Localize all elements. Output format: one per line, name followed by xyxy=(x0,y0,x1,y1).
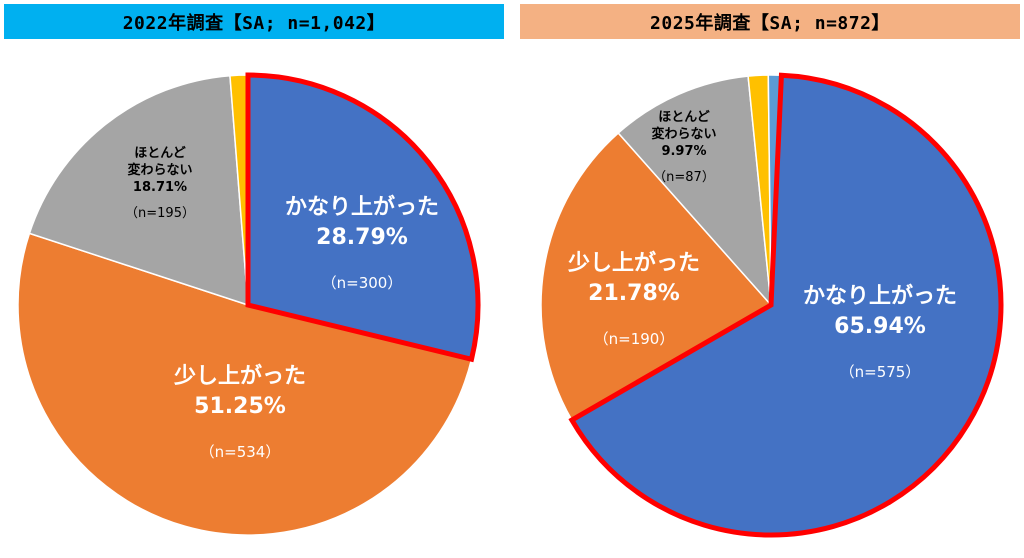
slice-label-2025-0-n: （n=575） xyxy=(840,363,921,381)
slice-label-2022-0-n: （n=300） xyxy=(322,274,403,292)
slice-label-2025-1-pct: 21.78% xyxy=(588,281,680,306)
slice-label-2022-2-pct: 18.71% xyxy=(133,180,187,195)
slice-label-2025-1-name-0: 少し上がった xyxy=(567,250,700,276)
pie-chart-2022: かなり上がった 28.79% （n=300） 少し上がった 51.25% （n=534） ほ… xyxy=(17,72,481,536)
slice-label-2022-1-n: （n=534） xyxy=(200,443,281,461)
slice-label-2025-2-pct: 9.97% xyxy=(661,144,706,159)
highlight-outline-2022 xyxy=(245,72,481,363)
slice-label-2025-0-name-0: かなり上がった xyxy=(803,283,957,309)
pie-chart-2025: かなり上がった 65.94% （n=575） 少し上がった 21.78% （n=190） ほ… xyxy=(540,72,1004,538)
pie-slice-2022-2 xyxy=(28,74,249,307)
slice-label-2022-2-n: （n=195） xyxy=(125,206,195,221)
pie-slice-2025-2 xyxy=(617,75,772,308)
chart-title-2022: 2022年調査【SA; n=1,042】 xyxy=(4,4,504,39)
slice-label-2025-1-n: （n=190） xyxy=(594,330,675,348)
slice-label-2025-2-n: （n=87） xyxy=(653,170,715,185)
slice-label-2022-2-name-0: ほとんど xyxy=(134,146,186,161)
slice-label-2022-2-name-1: 変わらない xyxy=(127,162,192,178)
slice-label-2025-2-name-0: ほとんど xyxy=(658,110,710,125)
slice-label-2022-1-pct: 51.25% xyxy=(194,394,286,419)
highlight-outline-2025 xyxy=(568,72,1004,538)
slice-label-2022-1-name-0: 少し上がった xyxy=(173,363,306,389)
slice-label-2025-0-pct: 65.94% xyxy=(834,314,926,339)
slice-label-2022-0-pct: 28.79% xyxy=(316,225,408,250)
pie-slice-2022-1 xyxy=(17,232,473,536)
slice-label-2025-2-name-1: 変わらない xyxy=(651,126,716,142)
pie-slice-2025-1 xyxy=(540,131,773,422)
slice-label-2022-0-name-0: かなり上がった xyxy=(285,194,439,220)
chart-title-2025: 2025年調査【SA; n=872】 xyxy=(520,4,1020,39)
